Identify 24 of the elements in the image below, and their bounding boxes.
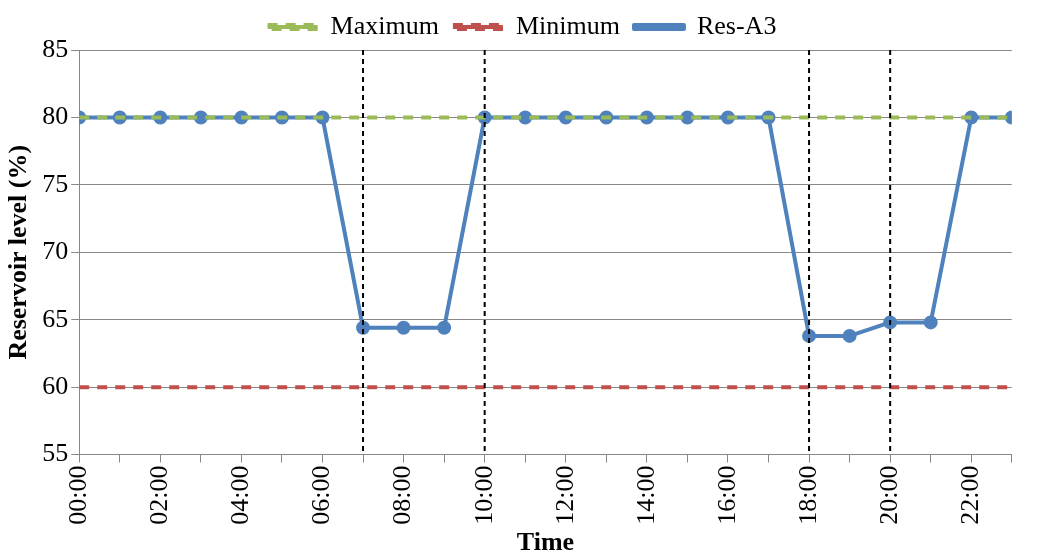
legend-label: Res-A3 [696,10,777,40]
y-tick-label: 65 [42,303,69,333]
y-tick-label: 55 [42,438,69,468]
x-tick-label: 02:00 [144,465,174,525]
x-tick-label: 10:00 [468,465,498,525]
y-tick-label: 80 [42,101,69,131]
y-tick-label: 60 [42,370,69,400]
x-axis-title: Time [516,527,575,557]
y-axis-title: Reservoir level (%) [3,144,33,360]
x-tick-label: 22:00 [955,465,985,525]
x-tick-label: 06:00 [306,465,336,525]
x-tick-label: 04:00 [225,465,255,525]
x-tick-label: 20:00 [873,465,903,525]
x-tick-label: 18:00 [792,465,822,525]
y-tick-label: 85 [42,33,69,63]
legend-label: Minimum [515,10,620,40]
x-tick-label: 14:00 [630,465,660,525]
x-tick-label: 08:00 [387,465,417,525]
x-tick-label: 00:00 [63,465,93,525]
x-tick-label: 12:00 [549,465,579,525]
y-tick-label: 70 [42,236,69,266]
legend-label: Maximum [330,10,439,40]
y-tick-label: 75 [42,168,69,198]
x-tick-label: 16:00 [711,465,741,525]
